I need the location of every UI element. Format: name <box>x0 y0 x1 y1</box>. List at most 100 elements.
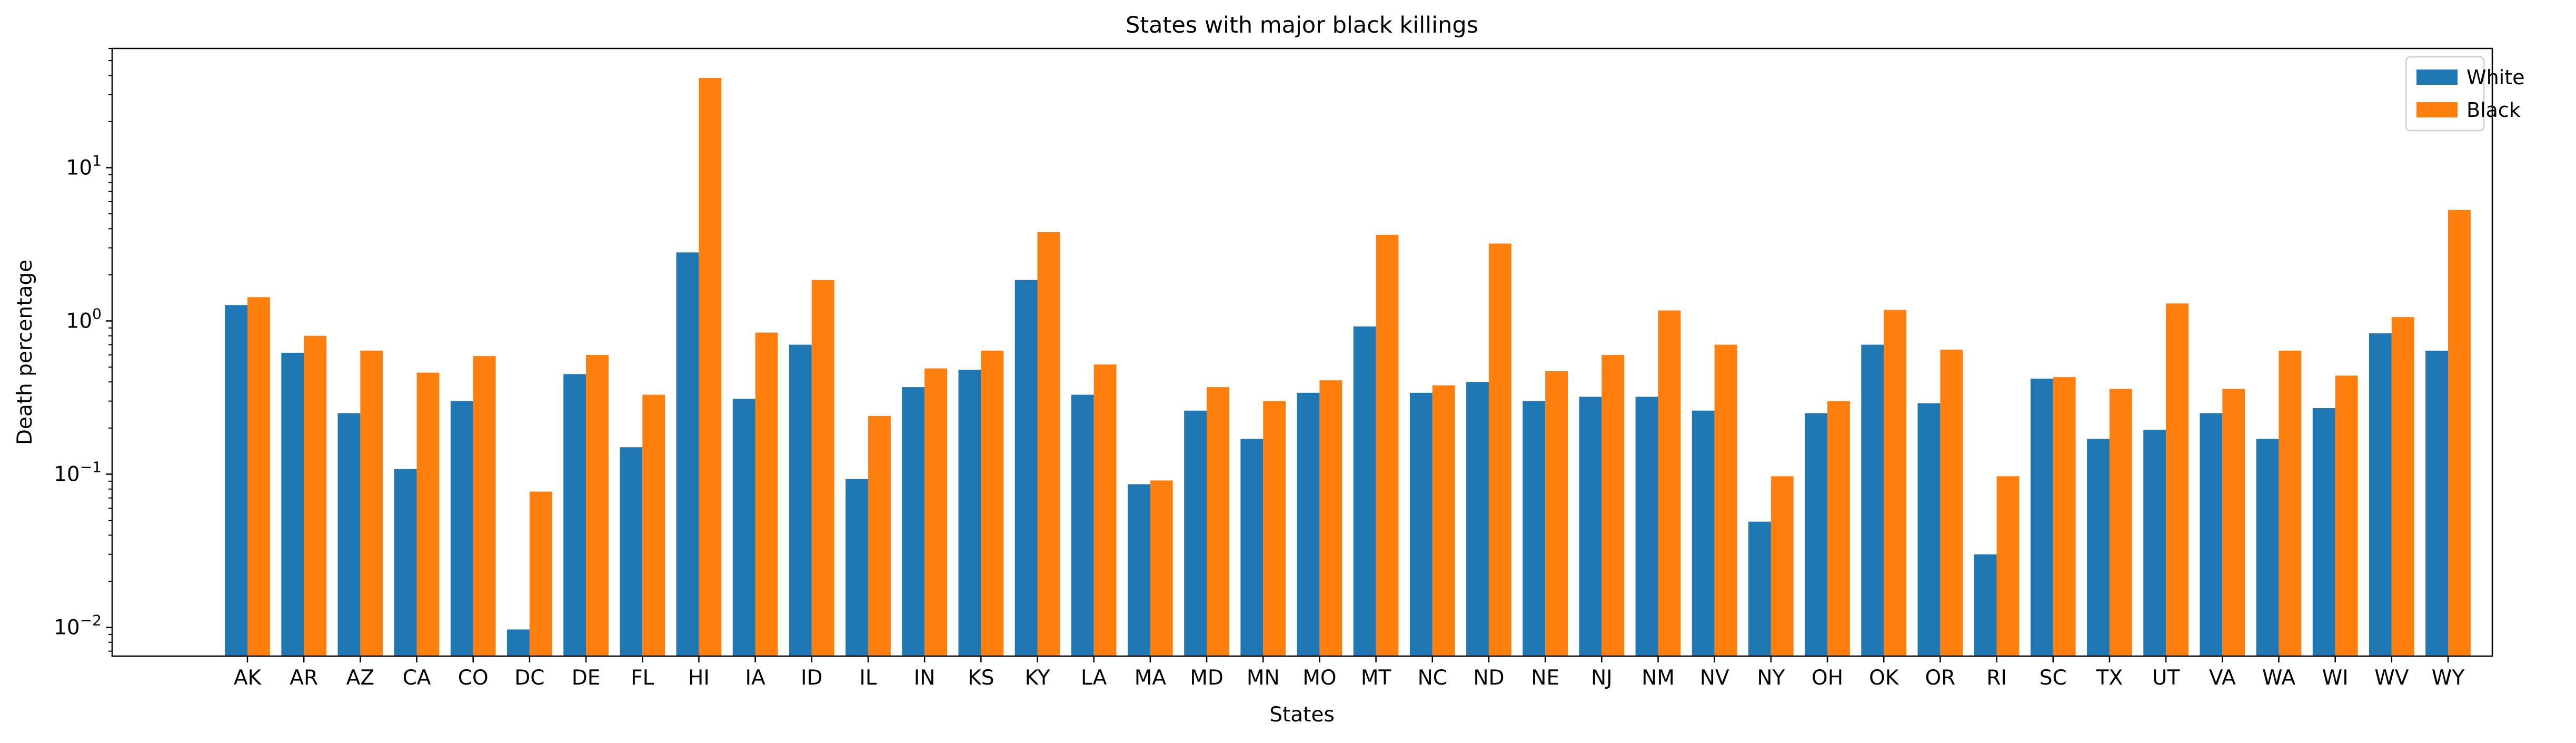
x-tick-label: IN <box>914 666 936 690</box>
x-tick-label: VA <box>2209 666 2236 690</box>
bar-white-ny <box>1748 521 1771 656</box>
bar-white-wv <box>2369 333 2392 656</box>
bar-black-or <box>1940 349 1963 656</box>
bar-black-la <box>1093 364 1117 656</box>
bar-white-tx <box>2087 439 2110 656</box>
x-tick-label: HI <box>688 666 710 690</box>
bar-black-mn <box>1263 401 1286 656</box>
bar-white-dc <box>507 629 530 656</box>
x-tick-label: NE <box>1531 666 1559 690</box>
bar-white-wy <box>2425 350 2448 656</box>
bar-black-ky <box>1037 232 1060 656</box>
bar-white-ky <box>1015 280 1038 656</box>
x-tick-label: KS <box>968 666 994 690</box>
legend-swatch-white <box>2416 70 2458 85</box>
x-tick-label: MD <box>1190 666 1224 690</box>
y-tick-label: 10−2 <box>54 612 102 640</box>
legend-swatch-black <box>2416 102 2458 117</box>
bar-white-sc <box>2030 379 2053 656</box>
bar-black-md <box>1207 387 1229 656</box>
bar-black-oh <box>1827 401 1850 656</box>
bar-white-mt <box>1353 326 1376 656</box>
y-tick-label: 101 <box>66 152 102 180</box>
bar-black-ks <box>981 350 1004 656</box>
bar-white-nc <box>1409 392 1433 656</box>
x-tick-label: WY <box>2432 666 2465 690</box>
bar-black-nc <box>1432 385 1455 656</box>
x-tick-label: UT <box>2152 666 2180 690</box>
x-tick-label: WI <box>2322 666 2349 690</box>
bar-black-nm <box>1658 310 1681 656</box>
bar-white-ok <box>1861 344 1884 656</box>
bar-white-hi <box>676 252 699 656</box>
chart-title: States with major black killings <box>1126 12 1478 38</box>
x-tick-label: AZ <box>346 666 374 690</box>
x-tick-label: NM <box>1642 666 1675 690</box>
x-axis-label: States <box>1269 703 1335 727</box>
x-tick-label: MN <box>1247 666 1280 690</box>
bar-black-in <box>924 368 948 656</box>
x-tick-label: WA <box>2262 666 2295 690</box>
x-tick-label: ND <box>1473 666 1504 690</box>
y-tick-label: 10−1 <box>54 459 102 487</box>
legend: White Black <box>2405 56 2525 132</box>
x-tick-label: CA <box>403 666 431 690</box>
bar-white-or <box>1917 403 1941 656</box>
bar-black-va <box>2222 389 2245 656</box>
bar-black-mo <box>1319 380 1342 656</box>
bar-black-fl <box>642 394 665 656</box>
x-tick-label: SC <box>2040 666 2067 690</box>
x-tick-label: CO <box>458 666 489 690</box>
bar-black-wy <box>2448 210 2471 657</box>
bar-white-co <box>450 401 473 656</box>
bar-white-oh <box>1805 413 1828 656</box>
bar-white-nd <box>1466 382 1489 656</box>
x-tick-label: MA <box>1135 666 1167 690</box>
bar-white-de <box>563 374 586 656</box>
bar-white-ut <box>2143 430 2166 656</box>
x-tick-label: RI <box>1986 666 2007 690</box>
x-tick-label: OR <box>1925 666 1955 690</box>
plot-frame <box>111 47 2493 657</box>
x-tick-label: IA <box>745 666 766 690</box>
bar-white-wa <box>2256 439 2279 656</box>
x-tick-label: NJ <box>1591 666 1613 690</box>
bar-black-wa <box>2279 350 2302 656</box>
x-tick-label: TX <box>2096 666 2123 690</box>
bar-black-tx <box>2109 389 2132 656</box>
x-tick-label: NY <box>1757 666 1785 690</box>
bar-white-wi <box>2312 408 2335 656</box>
bar-black-wi <box>2335 375 2358 656</box>
bar-black-wv <box>2391 317 2414 656</box>
bar-white-az <box>337 413 361 656</box>
bar-white-nj <box>1579 397 1602 656</box>
x-tick-label: IL <box>859 666 877 690</box>
bar-white-id <box>789 344 812 656</box>
bar-black-hi <box>699 78 722 657</box>
bar-black-ny <box>1771 476 1794 656</box>
bar-white-fl <box>620 447 643 656</box>
bar-white-ia <box>732 399 755 656</box>
bar-white-ar <box>281 352 304 656</box>
bar-black-az <box>360 350 383 656</box>
bar-black-id <box>811 280 834 656</box>
legend-label-white: White <box>2466 66 2525 89</box>
bar-white-mo <box>1297 392 1320 656</box>
bar-black-ut <box>2166 303 2189 656</box>
bar-black-nd <box>1488 243 1511 657</box>
bar-black-dc <box>529 491 552 656</box>
legend-label-black: Black <box>2466 98 2521 122</box>
bar-black-mt <box>1376 234 1399 657</box>
x-tick-label: WV <box>2374 666 2409 690</box>
x-tick-label: MO <box>1302 666 1336 690</box>
x-tick-label: OK <box>1869 666 1899 690</box>
bar-white-ks <box>958 370 981 656</box>
bar-white-va <box>2200 413 2223 656</box>
y-tick-label: 100 <box>66 305 102 333</box>
x-tick-label: NV <box>1700 666 1729 690</box>
bar-white-ma <box>1128 484 1150 656</box>
bar-white-ak <box>225 305 247 656</box>
bar-black-sc <box>2053 377 2076 656</box>
